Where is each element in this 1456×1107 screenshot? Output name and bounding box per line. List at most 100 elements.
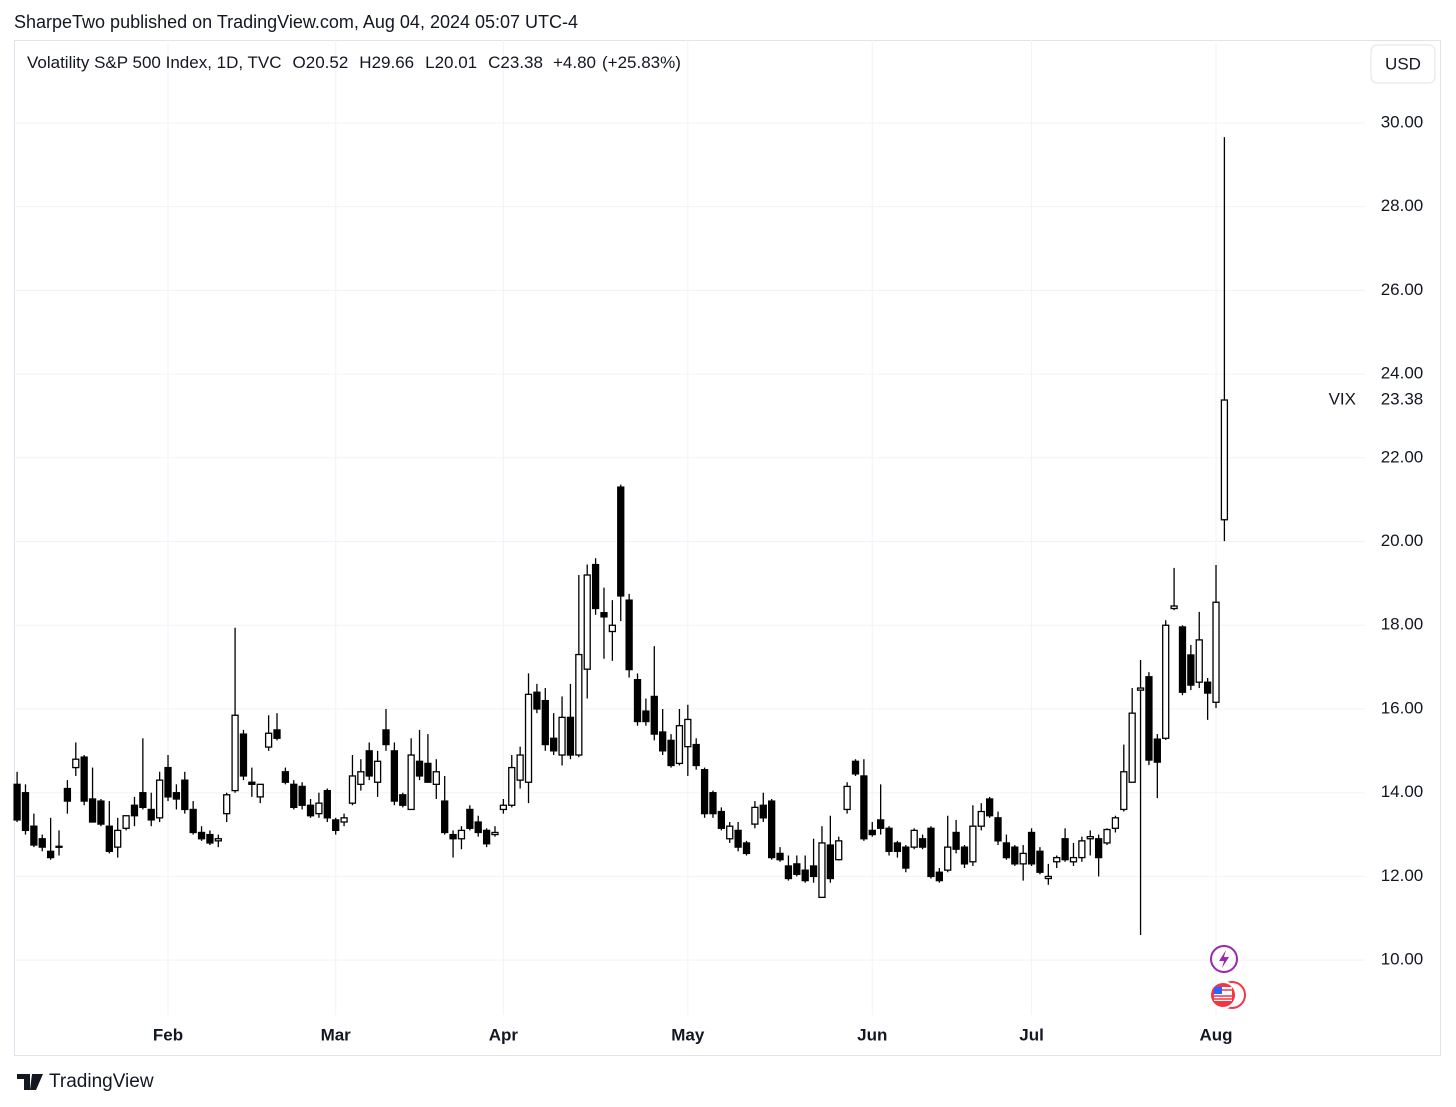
candle-body xyxy=(474,821,482,834)
candle-body xyxy=(315,802,323,815)
legend-letter: L xyxy=(425,53,434,72)
candle-body xyxy=(55,845,63,848)
legend-letter: O xyxy=(293,53,306,72)
currency-label[interactable]: USD xyxy=(1385,54,1421,73)
legend-value: 23.38 xyxy=(500,53,543,72)
y-tick-label: 20.00 xyxy=(1381,531,1424,550)
candle-body xyxy=(172,792,181,800)
candle-body xyxy=(97,800,105,825)
candle-body xyxy=(415,760,424,777)
candle-body xyxy=(105,825,113,852)
candle-body xyxy=(407,754,415,811)
candle-body xyxy=(298,785,306,806)
candle-body xyxy=(1036,850,1044,873)
legend-value: 20.01 xyxy=(435,53,478,72)
candle-body xyxy=(801,869,809,882)
candle-body xyxy=(231,714,239,792)
candle-body xyxy=(633,679,642,723)
candle-body xyxy=(1111,817,1120,829)
candle-body xyxy=(114,829,122,848)
x-tick-label: Feb xyxy=(153,1025,183,1044)
y-tick-label: 30.00 xyxy=(1381,112,1424,131)
y-tick-label: 12.00 xyxy=(1381,866,1424,885)
y-tick-label: 18.00 xyxy=(1381,615,1424,634)
candle-body xyxy=(1128,712,1136,783)
candle-body xyxy=(826,844,834,880)
candle-body xyxy=(918,838,927,848)
candle-body xyxy=(1220,399,1229,521)
brand-logo xyxy=(17,1074,43,1090)
candle-body xyxy=(256,783,264,798)
candle-body xyxy=(441,800,449,834)
candle-body xyxy=(851,760,860,775)
candle-body xyxy=(1120,771,1128,811)
candle-body xyxy=(382,729,390,746)
candle-body xyxy=(30,825,38,846)
candle-body xyxy=(675,725,684,765)
x-tick-label: Jul xyxy=(1019,1025,1044,1044)
candle-body xyxy=(46,850,55,859)
candle-body xyxy=(700,769,709,815)
candle-body xyxy=(659,731,667,752)
candle-body xyxy=(550,737,558,752)
candle-body xyxy=(558,716,566,756)
y-tick-label: 24.00 xyxy=(1381,364,1424,383)
candle-body xyxy=(893,842,902,852)
candle-body xyxy=(1187,654,1195,686)
currency-button[interactable] xyxy=(1370,44,1436,84)
candle-body xyxy=(273,729,281,739)
candle-body xyxy=(692,743,700,767)
candle-body xyxy=(1103,828,1111,844)
symbol-label: VIX xyxy=(1329,390,1356,409)
candle-body xyxy=(969,825,977,863)
candle-body xyxy=(482,829,491,845)
last-price-label: 23.38 xyxy=(1381,390,1424,409)
candle-body xyxy=(290,783,298,809)
y-tick-label: 14.00 xyxy=(1381,782,1424,801)
candle-body xyxy=(466,808,474,829)
legend-value: 20.52 xyxy=(306,53,349,72)
candle-body xyxy=(72,758,80,769)
candle-body xyxy=(591,563,600,610)
candle-body xyxy=(1086,836,1094,840)
x-tick-label: Mar xyxy=(321,1025,352,1044)
candle-body xyxy=(1136,687,1145,691)
candle-body xyxy=(323,789,331,819)
candle-body xyxy=(935,871,943,882)
legend-letter: C xyxy=(488,53,500,72)
candle-body xyxy=(625,599,633,671)
grid xyxy=(14,40,1365,1015)
candle-body xyxy=(80,756,88,802)
candle-body xyxy=(248,781,256,785)
candle-body xyxy=(264,732,273,748)
y-tick-label: 22.00 xyxy=(1381,447,1424,466)
candle-body xyxy=(348,775,357,804)
candle-body xyxy=(868,829,876,836)
candle-body xyxy=(214,838,222,842)
candle-body xyxy=(726,825,734,840)
candle-body xyxy=(390,750,399,802)
candle-body xyxy=(306,804,315,817)
candle-body xyxy=(734,829,742,848)
candle-body xyxy=(13,783,21,821)
candle-body xyxy=(566,716,575,756)
candle-body xyxy=(768,800,776,859)
candle-body xyxy=(1011,846,1019,865)
flag-stripes xyxy=(1214,989,1232,1000)
candle-body xyxy=(809,865,818,878)
candle-body xyxy=(147,808,155,821)
candle-body xyxy=(155,779,164,819)
candle-body xyxy=(860,775,868,840)
candle-body xyxy=(751,806,759,825)
candle-body xyxy=(164,766,172,798)
candle-body xyxy=(122,815,130,829)
candle-body xyxy=(399,794,407,806)
candle-body xyxy=(600,612,608,618)
candle-body xyxy=(952,831,960,850)
candle-body xyxy=(197,831,206,840)
candle-body xyxy=(449,833,457,840)
candle-body xyxy=(944,846,952,871)
candle-body xyxy=(684,718,692,748)
candle-body xyxy=(1019,852,1027,865)
